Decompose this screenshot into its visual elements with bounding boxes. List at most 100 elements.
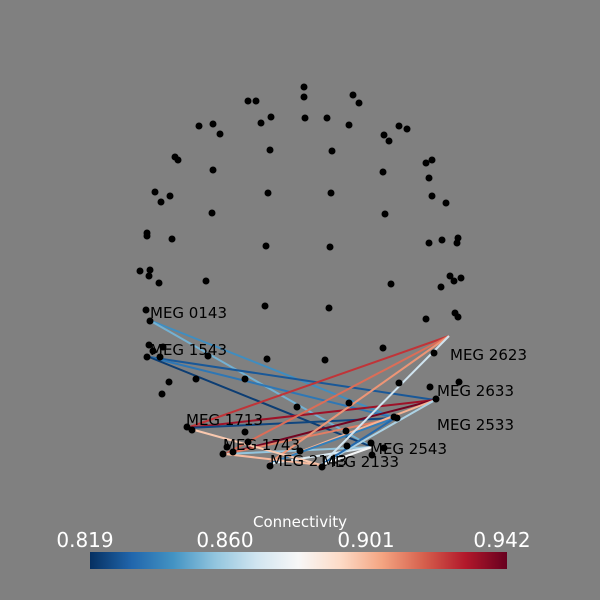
connection-line — [148, 356, 436, 401]
sensor-dot — [263, 355, 271, 363]
connection-line — [224, 399, 436, 455]
sensor-dot — [428, 156, 436, 164]
sensor-dot — [209, 166, 217, 174]
sensor-dot — [261, 302, 269, 310]
connection-line — [320, 446, 373, 466]
sensor-dot — [454, 313, 462, 321]
sensor-dots — [136, 83, 465, 471]
connection-line — [320, 399, 436, 466]
sensor-label-2543: MEG 2543 — [370, 440, 447, 458]
sensor-dot — [219, 450, 227, 458]
connection-line — [186, 399, 436, 429]
sensor-label-2533: MEG 2533 — [437, 416, 514, 434]
sensor-dot — [321, 356, 329, 364]
connection-line — [224, 417, 396, 455]
sensor-dot — [442, 199, 450, 207]
sensor-dot — [432, 395, 440, 403]
sensor-dot — [345, 121, 353, 129]
sensor-dot — [293, 403, 301, 411]
sensor-label-1743: MEG 1743 — [223, 436, 300, 454]
sensor-dot — [300, 93, 308, 101]
sensor-dot — [229, 448, 237, 456]
sensor-dot — [379, 344, 387, 352]
sensor-dot — [143, 232, 151, 240]
connection-line — [186, 335, 450, 429]
sensor-dot — [143, 353, 151, 361]
sensor-dot — [165, 378, 173, 386]
sensor-dot — [380, 444, 388, 452]
sensor-dot — [266, 462, 274, 470]
sensor-dot — [422, 159, 430, 167]
sensor-dot — [450, 277, 458, 285]
connection-line — [267, 335, 450, 465]
sensor-dot — [345, 399, 353, 407]
sensor-dot — [349, 91, 357, 99]
colorbar-tick-2: 0.901 — [337, 528, 394, 552]
sensor-dot — [151, 188, 159, 196]
sensor-dot — [301, 114, 309, 122]
connection-line — [224, 335, 450, 455]
sensor-dot — [244, 97, 252, 105]
sensor-dot — [223, 443, 231, 451]
sensor-label-2623: MEG 2623 — [450, 346, 527, 364]
sensor-dot — [149, 347, 157, 355]
sensor-dot — [325, 304, 333, 312]
sensor-dot — [155, 279, 163, 287]
sensor-dot — [145, 341, 153, 349]
connection-line — [148, 356, 396, 419]
sensor-dot — [204, 352, 212, 360]
sensor-dot — [326, 243, 334, 251]
sensor-dot — [323, 114, 331, 122]
sensor-dot — [300, 83, 308, 91]
sensor-label-0143: MEG 0143 — [150, 304, 227, 322]
sensor-dot — [457, 274, 465, 282]
sensor-dot — [192, 375, 200, 383]
sensor-dot — [166, 192, 174, 200]
connection-lines — [148, 319, 450, 466]
colorbar-gradient — [90, 552, 507, 569]
sensor-label-1713: MEG 1713 — [186, 411, 263, 429]
colorbar: Connectivity 0.819 0.860 0.901 0.942 — [56, 513, 531, 569]
sensor-dot — [437, 283, 445, 291]
sensor-dot — [453, 239, 461, 247]
sensor-dot — [446, 272, 454, 280]
sensor-dot — [188, 426, 196, 434]
sensor-dot — [156, 353, 164, 361]
connection-line — [224, 453, 322, 466]
sensor-dot — [425, 174, 433, 182]
sensor-dot — [241, 428, 249, 436]
sensor-dot — [136, 267, 144, 275]
sensor-dot — [379, 168, 387, 176]
sensor-dot — [422, 315, 430, 323]
sensor-dot — [355, 99, 363, 107]
sensor-dot — [195, 122, 203, 130]
sensor-dot — [216, 130, 224, 138]
sensor-dot — [367, 439, 375, 447]
sensor-dot — [395, 379, 403, 387]
sensor-dot — [380, 131, 388, 139]
sensor-dot — [174, 156, 182, 164]
sensor-dot — [430, 349, 438, 357]
sensor-dot — [208, 209, 216, 217]
sensor-dot — [145, 272, 153, 280]
sensor-label-2133: MEG 2133 — [322, 453, 399, 471]
sensor-dot — [257, 119, 265, 127]
sensor-dot — [328, 147, 336, 155]
sensor-dot — [343, 442, 351, 450]
sensor-dot — [395, 122, 403, 130]
sensor-dot — [262, 242, 270, 250]
sensor-dot — [381, 210, 389, 218]
sensor-dot — [202, 277, 210, 285]
colorbar-tick-0: 0.819 — [56, 528, 113, 552]
sensor-dot — [266, 146, 274, 154]
sensor-dot — [327, 189, 335, 197]
colorbar-tick-1: 0.860 — [196, 528, 253, 552]
connection-line — [186, 427, 322, 466]
sensor-dot — [157, 198, 165, 206]
sensor-dot — [425, 239, 433, 247]
sensor-dot — [209, 120, 217, 128]
sensor-dot — [438, 236, 446, 244]
sensor-dot — [318, 463, 326, 471]
sensor-dot — [146, 266, 154, 274]
